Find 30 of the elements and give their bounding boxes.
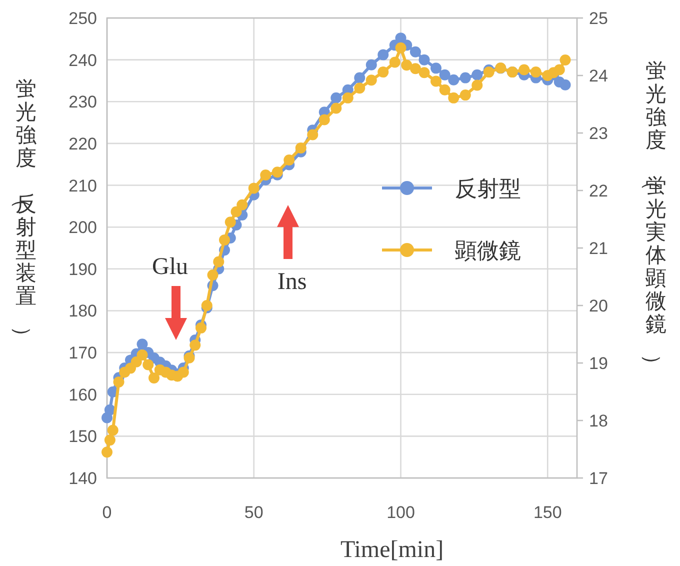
y-tick-label: 180 xyxy=(68,302,97,321)
y2-tick-label: 24 xyxy=(589,66,608,86)
y-tick-label: 170 xyxy=(68,344,97,363)
legend-label: 反射型 xyxy=(455,176,521,201)
y-tick-label: 230 xyxy=(68,92,97,112)
y2-tick-label: 20 xyxy=(589,296,608,316)
y-tick-label: 190 xyxy=(68,260,97,279)
y2-tick-label: 25 xyxy=(589,9,608,28)
y2-tick-label: 18 xyxy=(589,412,608,430)
x-tick-label: 100 xyxy=(386,503,415,522)
y-tick-label: 210 xyxy=(68,176,97,196)
y-tick-label: 140 xyxy=(68,469,97,488)
x-tick-label: 0 xyxy=(102,503,112,522)
y-tick-label: 250 xyxy=(68,9,97,28)
annotation: Glu xyxy=(152,254,188,280)
x-tick-label: 150 xyxy=(533,503,562,522)
y-tick-label: 160 xyxy=(68,385,97,404)
legend-label: 顕微鏡 xyxy=(454,238,521,263)
y2-tick-label: 17 xyxy=(589,469,608,488)
y2-tick-label: 21 xyxy=(589,239,608,258)
y-tick-label: 200 xyxy=(68,218,97,238)
y2-tick-label: 19 xyxy=(589,354,608,373)
y-tick-label: 150 xyxy=(68,427,97,446)
annotation: Ins xyxy=(277,269,307,295)
y-tick-label: 240 xyxy=(68,50,97,70)
y2-tick-label: 23 xyxy=(589,124,608,143)
x-tick-label: 50 xyxy=(244,503,264,522)
y-tick-label: 220 xyxy=(68,134,97,154)
y2-tick-label: 22 xyxy=(589,182,608,200)
x-axis-title: Time[min] xyxy=(340,537,444,563)
